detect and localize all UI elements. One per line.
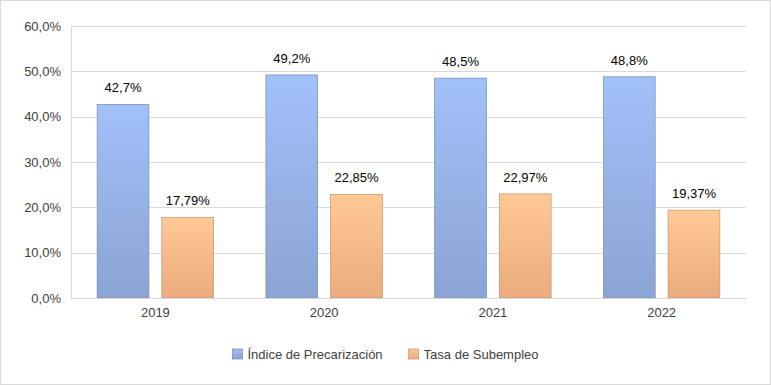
y-tick-label: 60,0%: [24, 19, 61, 34]
bar-series: [97, 75, 655, 298]
y-tick: 30,0%: [24, 155, 71, 170]
y-axis: 0,0% 10,0% 20,0% 30,0% 40,0% 50,0% 60,0%: [24, 19, 71, 306]
chart: 0,0%10,0%20,0%30,0%40,0%50,0%60,0%201920…: [0, 0, 771, 385]
x-tick: 2019: [141, 298, 170, 320]
legend-swatch: [232, 349, 242, 359]
bars: [97, 75, 720, 298]
x-tick: 2022: [647, 298, 676, 320]
data-label: 22,97%: [503, 170, 548, 185]
grid: [71, 27, 746, 299]
x-tick-label: 2021: [478, 305, 507, 320]
y-tick: 10,0%: [24, 245, 71, 260]
x-tick: 2020: [310, 298, 339, 320]
y-tick-label: 10,0%: [24, 245, 61, 260]
grid-line: [71, 71, 746, 72]
y-tick: 0,0%: [31, 291, 71, 306]
bar: [603, 77, 655, 298]
bar: [266, 75, 318, 298]
bar: [668, 210, 720, 298]
legend-swatch: [409, 349, 419, 359]
data-labels: 42,7% 49,2% 48,5% 48,8% 17,79% 22,85% 22,97% 19…: [105, 51, 717, 208]
y-tick-label: 50,0%: [24, 64, 61, 79]
y-tick: 40,0%: [24, 109, 71, 124]
x-tick-label: 2020: [310, 305, 339, 320]
x-axis: 2019 2020 2021 2022: [72, 298, 747, 320]
y-tick: 50,0%: [24, 64, 71, 79]
data-label: 48,5%: [442, 54, 479, 69]
bar: [97, 104, 149, 298]
y-tick-label: 40,0%: [24, 109, 61, 124]
grid-line: [71, 26, 746, 27]
x-axis-line: [72, 298, 747, 299]
y-axis-line: [71, 27, 72, 299]
y-tick-label: 30,0%: [24, 155, 61, 170]
legend-label: Tasa de Subempleo: [424, 347, 539, 362]
x-tick: 2021: [478, 298, 507, 320]
data-label: 22,85%: [334, 170, 379, 185]
y-tick-label: 20,0%: [24, 200, 61, 215]
bar-series: [162, 194, 720, 298]
legend-item: Tasa de Subempleo: [409, 347, 539, 362]
legend-item: Índice de Precarización: [232, 347, 382, 362]
x-tick-label: 2019: [141, 305, 170, 320]
chart-frame: [1, 1, 771, 385]
data-label: 17,79%: [166, 193, 211, 208]
y-tick: 60,0%: [24, 19, 71, 34]
bar: [435, 78, 487, 298]
grid-line: [71, 298, 746, 299]
data-label: 48,8%: [611, 53, 648, 68]
x-tick-label: 2022: [647, 305, 676, 320]
y-tick-label: 0,0%: [31, 291, 61, 306]
y-tick: 20,0%: [24, 200, 71, 215]
legend-label: Índice de Precarización: [247, 347, 382, 362]
bar: [499, 194, 551, 298]
data-label: 42,7%: [105, 80, 142, 95]
bar: [331, 194, 383, 298]
data-label: 19,37%: [672, 186, 717, 201]
legend: Índice de Precarización Tasa de Subempleo: [232, 347, 538, 362]
data-label: 49,2%: [273, 51, 310, 66]
bar: [162, 217, 214, 298]
